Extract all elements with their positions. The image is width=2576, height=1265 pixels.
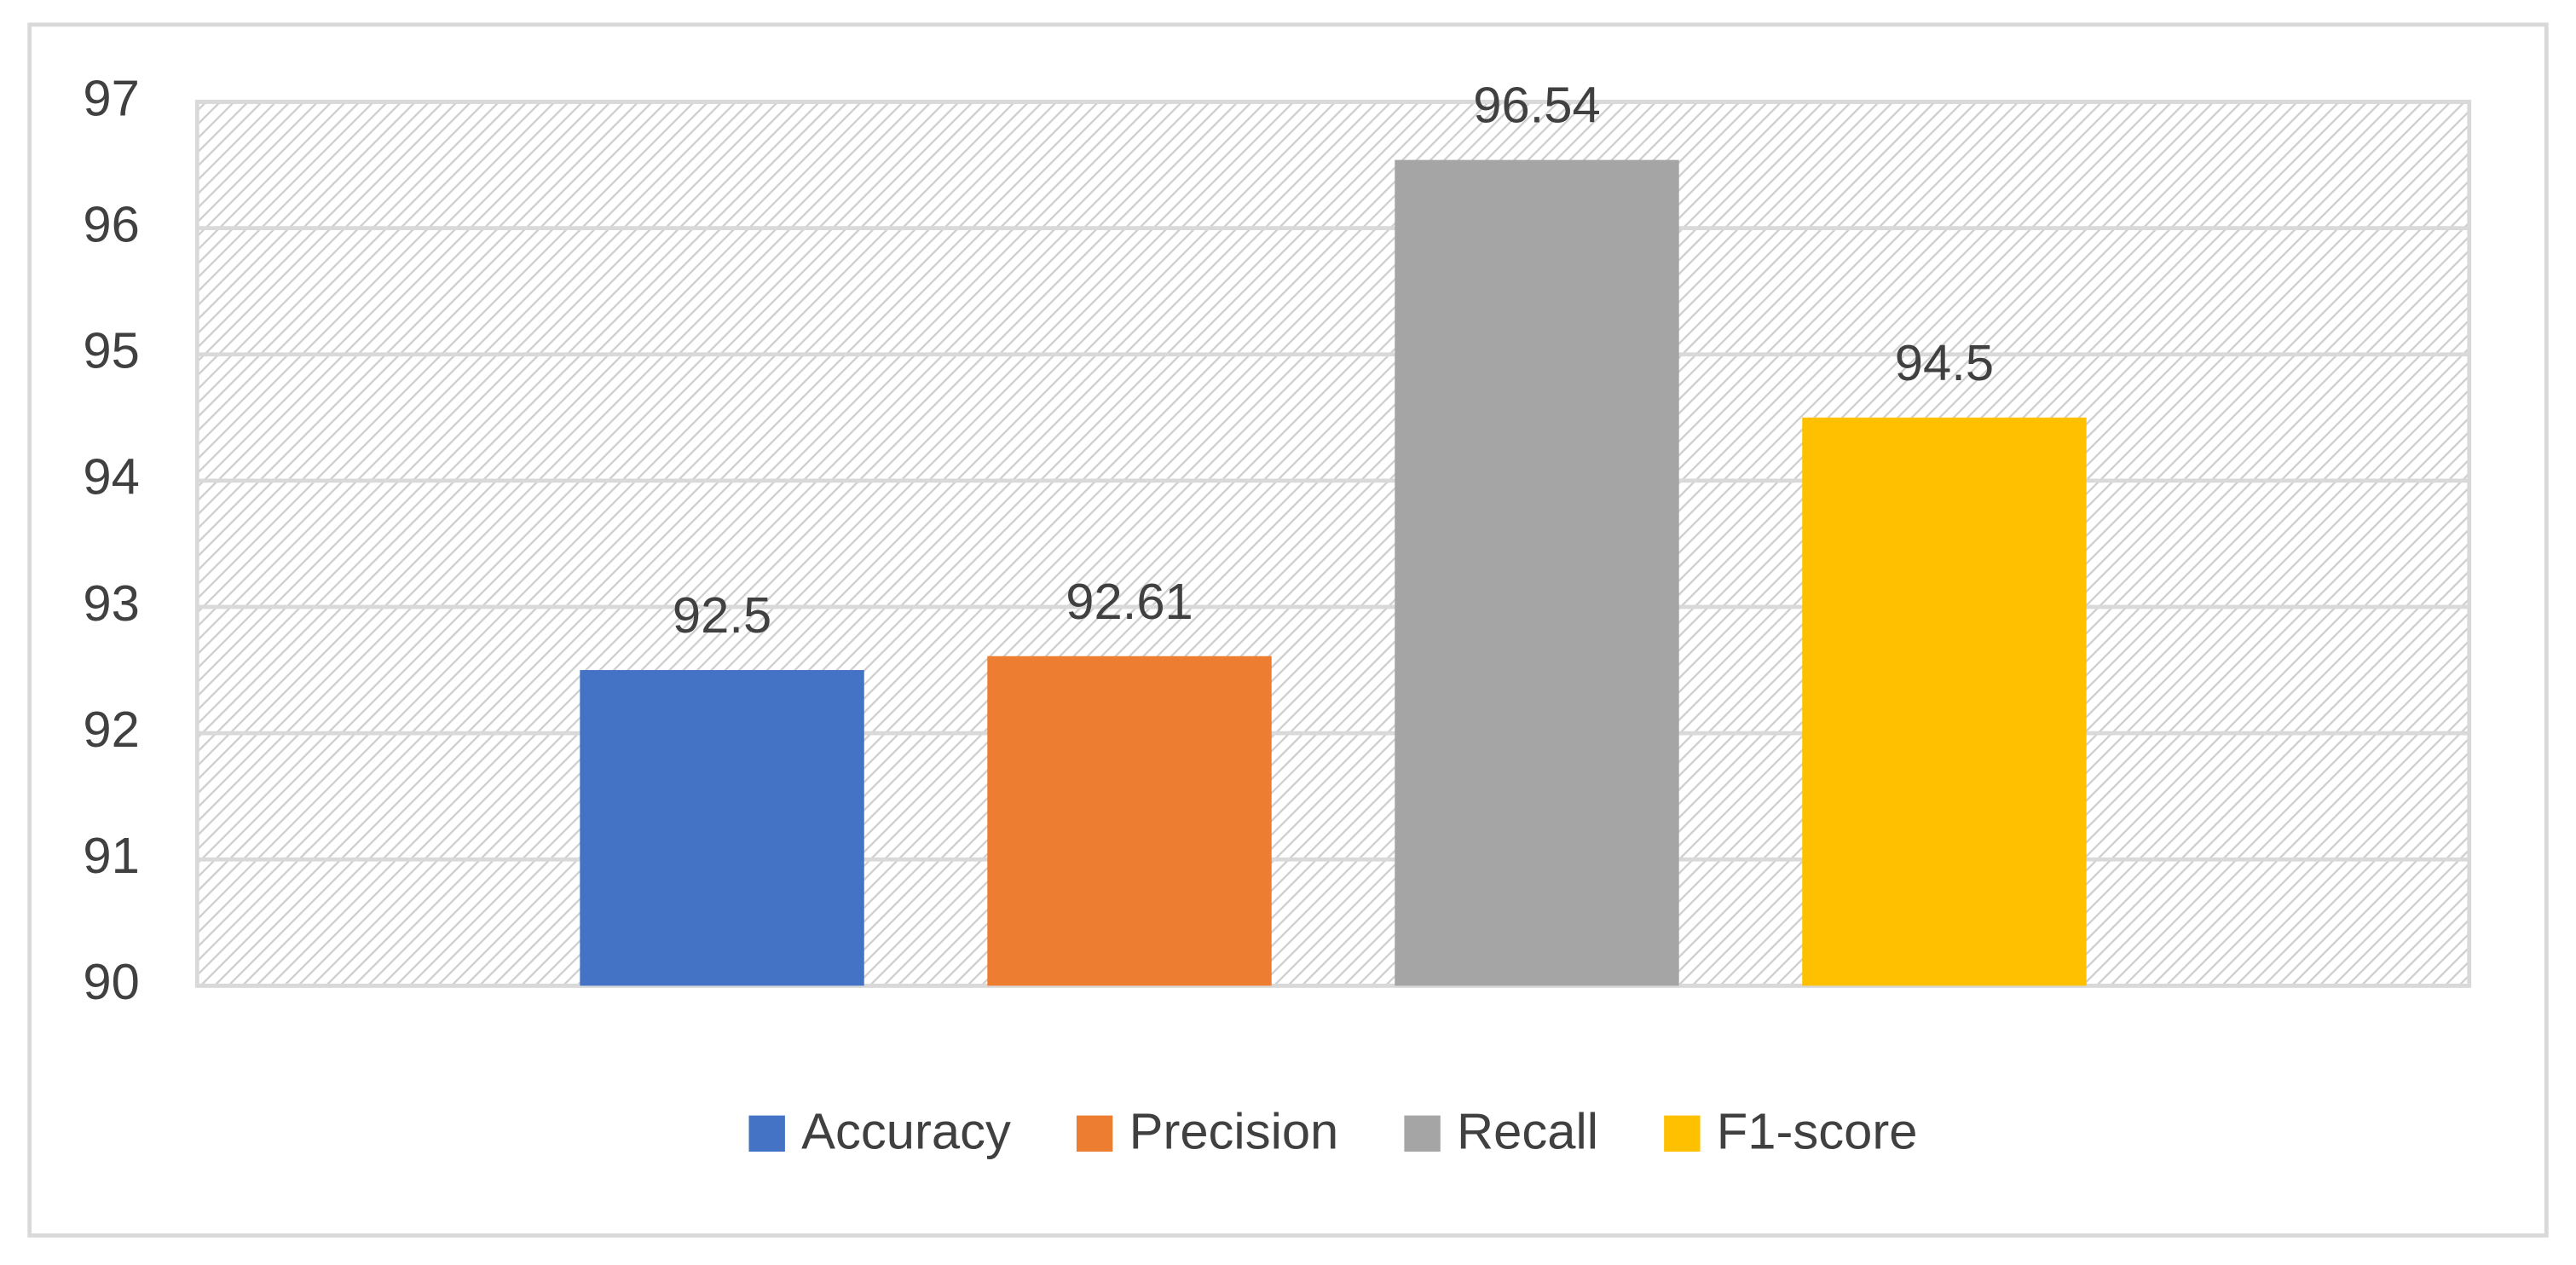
y-tick-label: 96 (83, 195, 139, 252)
bar (987, 656, 1272, 986)
legend-swatch (1664, 1115, 1701, 1152)
y-tick-label: 92 (83, 701, 139, 758)
y-tick-label: 90 (83, 953, 139, 1010)
y-tick-label: 94 (83, 448, 139, 505)
legend-label: F1-score (1717, 1103, 1918, 1160)
bar (1802, 417, 2087, 986)
data-label: 92.61 (1066, 573, 1193, 630)
y-tick-label: 97 (83, 69, 139, 126)
y-tick-label: 91 (83, 827, 139, 884)
bar (1395, 159, 1679, 986)
legend-label: Precision (1129, 1103, 1339, 1160)
data-label: 92.5 (673, 586, 771, 644)
bar (580, 670, 864, 986)
data-label: 94.5 (1895, 334, 1994, 391)
plot-area (194, 100, 2472, 988)
legend-swatch (1076, 1115, 1113, 1152)
legend-swatch (1404, 1115, 1441, 1152)
y-tick-label: 93 (83, 575, 139, 632)
legend-label: Recall (1457, 1103, 1598, 1160)
y-tick-label: 95 (83, 322, 139, 379)
legend-swatch (748, 1115, 785, 1152)
legend-label: Accuracy (801, 1103, 1011, 1160)
data-label: 96.54 (1473, 77, 1600, 134)
